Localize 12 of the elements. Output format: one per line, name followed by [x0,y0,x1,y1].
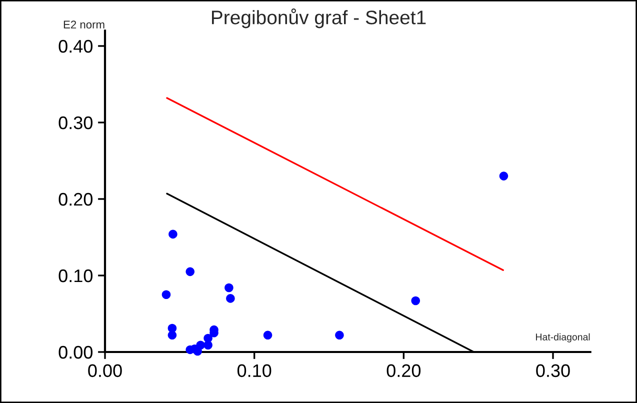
x-tick-label: 0.30 [536,364,570,378]
y-tick-label: 0.30 [58,116,92,130]
y-tick-label: 0.40 [58,40,92,53]
y-tick-label: 0.20 [58,192,92,206]
x-tick-label: 0.00 [88,364,122,378]
x-axis-title: Hat-diagonal [536,333,590,342]
x-tick-label: 0.10 [237,364,272,378]
y-tick-label: 0.00 [58,346,92,359]
y-tick-label: 0.10 [58,269,92,282]
chart-title: Pregibonův graf - Sheet1 [212,8,426,28]
x-tick-label: 0.20 [386,364,421,378]
y-axis-title: E2 norm [64,20,104,29]
